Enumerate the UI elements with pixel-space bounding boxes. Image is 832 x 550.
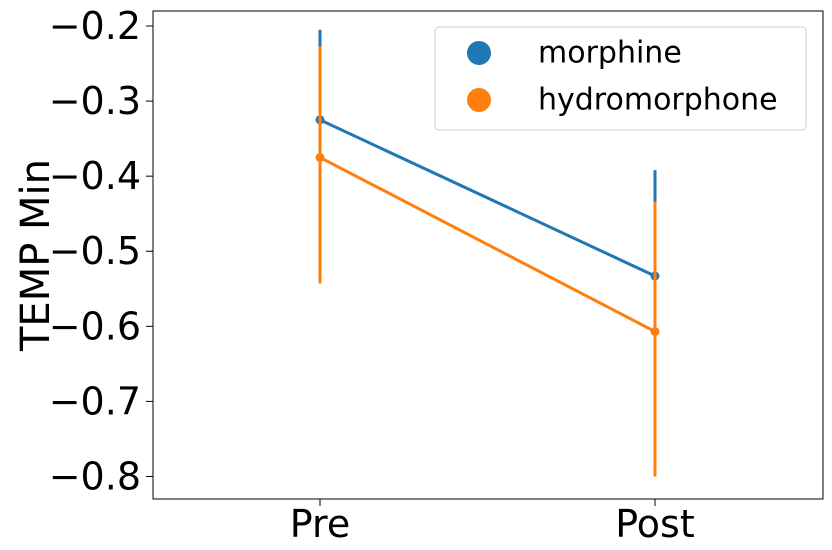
x-tick-label: Pre [290,502,350,546]
series-hydromorphone [315,46,660,477]
x-axis-ticks: Pre Post [290,499,695,546]
y-tick-label: −0.7 [49,379,141,423]
legend-marker [467,88,491,112]
series-line [319,156,656,333]
series-layer [315,29,660,477]
data-point [650,327,660,337]
y-tick-label: −0.8 [49,454,141,498]
x-tick-label: Post [615,502,695,546]
series-line [319,118,656,278]
data-point [315,152,325,162]
legend-marker [467,41,491,65]
y-tick-label: −0.6 [49,304,141,348]
y-tick-label: −0.4 [49,154,141,198]
y-tick-label: −0.5 [49,229,141,273]
legend-label: morphine [538,36,682,71]
y-axis-label: TEMP Min [13,159,59,352]
y-axis-ticks: −0.2 −0.3 −0.4 −0.5 −0.6 −0.7 −0.8 [49,4,153,498]
legend: morphine hydromorphone [434,26,807,131]
y-tick-label: −0.2 [49,4,141,48]
legend-label: hydromorphone [538,83,778,118]
legend-box [434,26,807,131]
y-tick-label: −0.3 [49,79,141,123]
